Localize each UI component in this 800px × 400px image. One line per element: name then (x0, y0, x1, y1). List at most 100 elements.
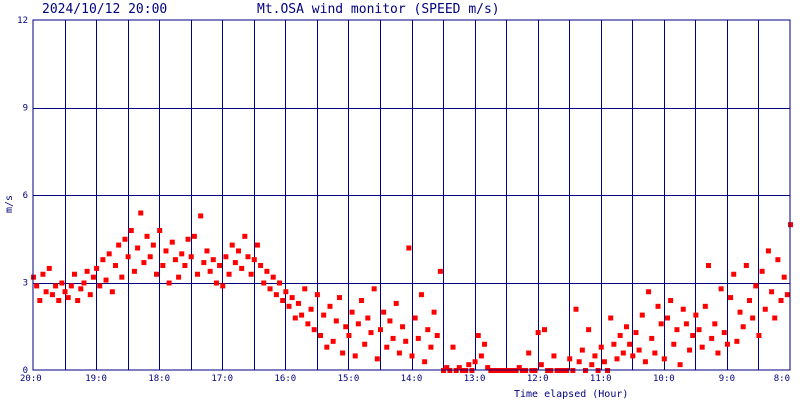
data-point (617, 333, 623, 338)
data-point (775, 257, 781, 263)
data-point (759, 268, 765, 274)
data-point (195, 271, 201, 277)
data-point (261, 280, 267, 286)
data-point (718, 286, 724, 292)
data-point (251, 257, 257, 263)
data-point (740, 324, 746, 330)
data-point (765, 248, 771, 254)
data-point (709, 335, 715, 341)
data-point (611, 341, 617, 347)
data-point (138, 210, 144, 216)
data-point (646, 289, 652, 295)
data-point (538, 362, 544, 368)
data-point (608, 315, 614, 321)
y-tick-label: 9 (23, 104, 28, 114)
data-point (422, 359, 428, 365)
data-point (49, 292, 55, 298)
data-point (46, 265, 52, 271)
y-tick-label: 3 (23, 279, 28, 289)
x-tick-label: 14:0 (401, 374, 423, 384)
data-point (485, 365, 491, 371)
data-point (478, 353, 484, 359)
data-point (254, 242, 260, 248)
data-point (374, 356, 380, 362)
data-point (258, 263, 264, 268)
data-point (336, 295, 342, 301)
data-point (154, 271, 160, 277)
y-tick-label: 0 (23, 366, 28, 376)
data-point (185, 236, 191, 242)
data-point (715, 350, 721, 356)
data-point (750, 315, 756, 321)
data-point (90, 274, 96, 280)
data-point (365, 315, 371, 321)
data-point (226, 271, 232, 277)
y-axis-label: m/s (4, 195, 15, 213)
data-point (232, 260, 238, 266)
data-point (649, 335, 655, 341)
data-point (128, 228, 134, 233)
data-point (592, 353, 598, 359)
data-point (179, 251, 185, 257)
data-point (201, 260, 207, 266)
data-point (526, 350, 532, 356)
data-point (217, 263, 223, 268)
data-point (699, 344, 705, 350)
data-point (321, 312, 327, 318)
data-point (72, 271, 78, 277)
data-point (589, 362, 595, 368)
data-point (314, 292, 320, 298)
data-point (677, 362, 683, 368)
data-point (37, 298, 43, 303)
data-point (264, 268, 270, 274)
x-tick-label: 9:0 (719, 374, 735, 384)
data-point (87, 292, 93, 298)
data-point (340, 350, 346, 356)
grid-lines (33, 20, 790, 370)
data-point (778, 298, 784, 303)
data-point (84, 268, 90, 274)
data-point (56, 298, 62, 303)
data-point (172, 257, 178, 263)
data-point (103, 277, 109, 283)
data-point (598, 344, 604, 350)
data-point (412, 315, 418, 321)
data-point (109, 289, 115, 295)
x-tick-label: 8:0 (774, 374, 790, 384)
data-point (633, 330, 639, 336)
data-point (182, 263, 188, 268)
data-point (270, 274, 276, 280)
data-point (295, 300, 301, 306)
data-point (333, 318, 339, 324)
data-point (213, 280, 219, 286)
data-point (377, 327, 383, 333)
data-point (728, 295, 734, 301)
data-point (639, 312, 645, 318)
data-point (784, 292, 790, 298)
data-point (248, 271, 254, 277)
data-point (147, 254, 153, 260)
data-point (415, 335, 421, 341)
data-point (362, 341, 368, 347)
data-point (204, 248, 210, 254)
y-tick-label: 6 (23, 191, 28, 201)
data-point (236, 248, 242, 254)
data-point (466, 362, 472, 368)
data-point (53, 283, 59, 289)
x-tick-label: 19:0 (85, 374, 107, 384)
data-point (586, 327, 592, 333)
data-point (668, 298, 674, 303)
data-point (623, 324, 629, 330)
data-point (324, 344, 330, 350)
data-point (302, 286, 308, 292)
data-point (472, 359, 478, 365)
data-point (349, 309, 355, 315)
data-point (119, 274, 125, 280)
data-point (277, 280, 283, 286)
data-point (737, 309, 743, 315)
data-point (769, 289, 775, 295)
data-point (567, 356, 573, 362)
timestamp-label: 2024/10/12 20:00 (42, 2, 167, 17)
data-point (220, 283, 226, 289)
data-point (359, 298, 365, 303)
